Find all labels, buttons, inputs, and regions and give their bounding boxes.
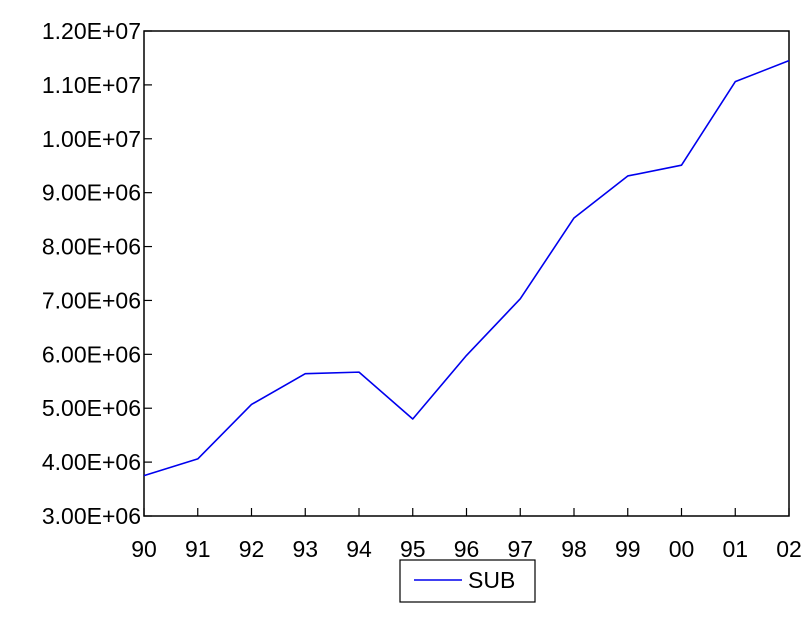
x-tick-label: 95: [400, 536, 426, 562]
x-tick-label: 99: [615, 536, 641, 562]
y-tick-label: 8.00E+06: [42, 234, 141, 260]
y-tick-label: 5.00E+06: [42, 395, 141, 421]
x-tick-label: 00: [669, 536, 695, 562]
x-tick-label: 02: [776, 536, 802, 562]
y-tick-label: 1.00E+07: [42, 126, 141, 152]
y-tick-label: 9.00E+06: [42, 180, 141, 206]
legend: SUB: [399, 559, 536, 603]
legend-box: [399, 559, 536, 603]
x-tick-label: 94: [346, 536, 372, 562]
y-tick-label: 1.20E+07: [42, 18, 141, 44]
x-tick-label: 96: [454, 536, 480, 562]
y-tick-label: 6.00E+06: [42, 341, 141, 367]
x-tick-label: 98: [561, 536, 587, 562]
x-axis: 90 91 92 93 94 95 96 97 98 99 00 01 02: [131, 508, 802, 562]
y-tick-label: 1.10E+07: [42, 72, 141, 98]
x-tick-label: 91: [185, 536, 211, 562]
y-tick-label: 7.00E+06: [42, 287, 141, 313]
legend-label-sub: SUB: [468, 567, 515, 593]
x-tick-label: 93: [292, 536, 318, 562]
x-tick-label: 92: [239, 536, 265, 562]
y-axis: 3.00E+06 4.00E+06 5.00E+06 6.00E+06 7.00E+06…: [42, 18, 152, 529]
plot-frame: [143, 30, 790, 517]
series-layer: [143, 59, 790, 477]
y-tick-label: 3.00E+06: [42, 503, 141, 529]
x-tick-label: 90: [131, 536, 157, 562]
x-tick-label: 01: [722, 536, 748, 562]
y-tick-label: 4.00E+06: [42, 449, 141, 475]
x-tick-label: 97: [507, 536, 533, 562]
